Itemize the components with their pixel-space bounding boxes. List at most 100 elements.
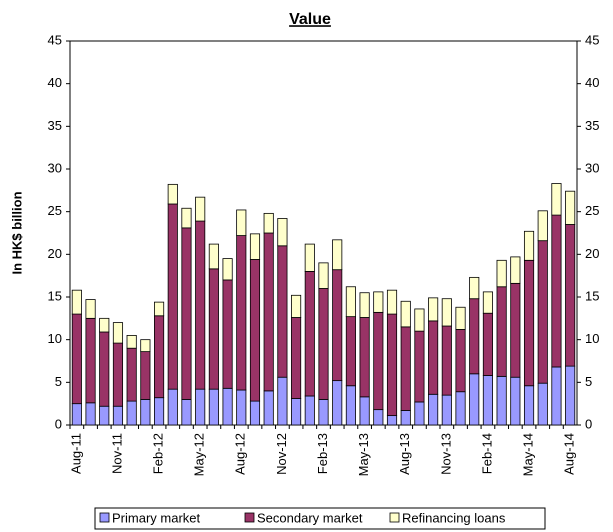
x-tick-label: May-12 [192,433,207,476]
bar-segment [332,269,343,382]
bar-segment [359,292,370,318]
bar-segment [236,235,247,391]
bar-segment [386,289,398,315]
bar-segment [195,196,206,222]
bar-segment [126,347,137,402]
bar-segment [236,389,247,426]
bar-segment [565,190,576,225]
bar-segment [112,405,124,426]
bar-segment [154,301,165,317]
bar-segment [304,395,315,426]
bar-segment [400,410,411,426]
y2-tick-label: 40 [585,75,599,90]
bar-segment [181,227,192,400]
bar-segment [482,291,493,314]
y-tick-label: 25 [48,203,62,218]
bar-segment [222,279,233,389]
bar-segment [469,298,480,375]
bar-segment [85,299,96,319]
bar-segment [523,259,535,387]
bar-segment [181,207,192,229]
bar-segment [277,218,288,247]
bar-segment [565,365,576,426]
bar-segment [195,220,206,390]
y-axis-label: In HK$ billion [9,191,24,274]
bar-segment [208,268,219,390]
x-tick-label: Feb-14 [479,433,494,474]
bar-segment [318,288,329,400]
bar-segment [455,329,466,393]
bar-segment [167,388,178,426]
bar-segment [236,209,247,236]
bar-segment [112,322,124,344]
bar-segment [263,232,274,392]
y2-tick-label: 15 [585,288,599,303]
bar-segment [441,298,452,327]
bar-segment [263,212,274,234]
bar-segment [359,317,370,398]
bar-segment [277,245,288,378]
bar-segment [469,373,480,426]
x-tick-label: May-13 [356,433,371,476]
x-tick-label: May-14 [520,433,535,476]
bar-segment [345,286,356,318]
bar-segment [428,320,439,395]
legend-label: Refinancing loans [402,510,506,525]
y-tick-label: 0 [55,416,62,431]
x-tick-label: Nov-13 [438,433,453,475]
bar-segment [71,313,82,405]
x-tick-label: Feb-12 [151,433,166,474]
bar-segment [126,400,137,426]
bar-segment [208,388,219,426]
x-tick-label: Aug-12 [233,433,248,475]
x-tick-label: Aug-14 [562,433,577,475]
x-tick-label: Nov-11 [109,433,124,474]
bar-segment [140,398,151,426]
y-tick-label: 20 [48,246,62,261]
legend-box [94,507,546,530]
bar-segment [71,289,82,315]
bar-segment [208,243,219,270]
bar-segment [428,393,439,426]
bar-segment [482,375,493,426]
bar-segment [510,282,521,378]
x-tick-label: Nov-12 [274,433,289,475]
legend-swatch [244,512,255,523]
bar-segment [222,387,233,426]
bar-segment [318,262,329,289]
bar-segment [332,380,343,426]
bar-segment [99,405,110,426]
y2-tick-label: 45 [585,32,599,47]
bar-segment [565,224,576,367]
bar-segment [318,398,329,426]
bar-segment [249,400,261,426]
bar-segment [304,270,315,397]
bar-segment [523,230,535,261]
bar-segment [140,339,151,353]
bar-segment [359,396,370,426]
bar-segment [496,259,507,288]
y-tick-label: 40 [48,75,62,90]
chart-title: Value [289,11,331,28]
x-tick-label: Aug-11 [68,433,83,474]
bar-segment [455,391,466,426]
y-tick-label: 10 [48,331,62,346]
bar-segment [167,203,178,390]
bar-segment [126,334,137,349]
bar-segment [140,351,151,400]
bar-segment [373,311,384,411]
bar-segment [373,291,384,313]
y-tick-label: 30 [48,160,62,175]
bar-segment [99,317,110,333]
bar-segment [181,398,192,426]
bar-segment [291,398,302,426]
bar-segment [455,306,466,330]
bar-segment [249,233,261,260]
bar-segment [291,294,302,318]
y-tick-label: 35 [48,118,62,133]
bar-segment [537,382,548,426]
bar-segment [441,394,452,426]
bar-segment [112,342,124,407]
